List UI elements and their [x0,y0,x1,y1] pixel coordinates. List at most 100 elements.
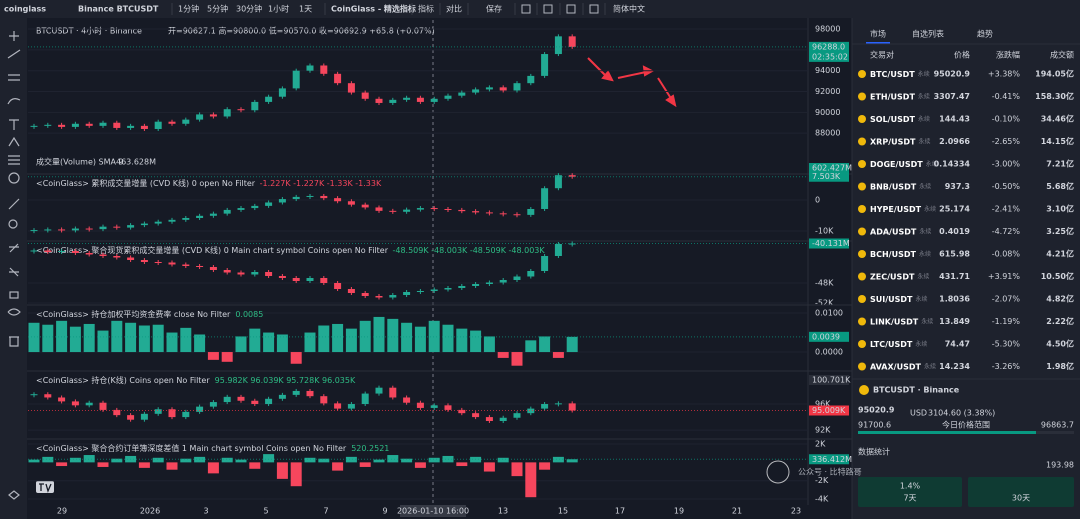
pair-suffix: 永续 [919,182,931,190]
price: 937.3 [945,182,970,191]
candle [513,83,521,91]
toolbar-icon[interactable] [566,4,576,14]
market-tab[interactable]: 自选列表 [912,29,944,39]
pair[interactable]: BNB/USDT 永续 [870,182,931,191]
candle [361,393,369,405]
candle [320,65,328,74]
candle [196,215,204,218]
candle [499,87,507,91]
candle [209,267,217,270]
pair[interactable]: ZEC/USDT 永续 [870,272,929,281]
language-button[interactable]: 简体中文 [613,4,645,14]
symbol-button[interactable]: Binance BTCUSDT [78,5,159,14]
candle [361,293,369,296]
interval-button[interactable]: 1天 [299,5,312,14]
pair-name: DOGE/USDT [870,160,923,169]
pair[interactable]: ETH/USDT 永续 [870,92,930,101]
candle [278,394,286,399]
week-change: 1.4% [900,482,921,491]
bar [263,332,275,353]
candle [223,270,231,273]
pair[interactable]: BTC/USDT 永续 [870,70,930,79]
save-button[interactable]: 保存 [486,4,502,14]
bar [235,459,247,463]
candle [568,243,576,245]
candle [85,123,93,126]
candle [196,114,204,120]
candle [44,250,52,252]
pair-name: SOL/USDT [870,115,915,124]
pair[interactable]: LINK/USDT 永续 [870,317,933,326]
pair[interactable]: ADA/USDT 永续 [870,227,931,236]
bar [276,334,288,353]
y-tick-label: 90000 [815,108,840,117]
interval-button[interactable]: 30分钟 [236,4,262,14]
candle [430,405,438,408]
column-header: 成交额 [1050,50,1074,60]
market-tab[interactable]: 市场 [870,29,886,39]
pair-suffix: 永续 [924,362,936,370]
candle [265,96,273,102]
price: 144.43 [939,115,970,124]
toolbar-icon[interactable] [589,4,599,14]
compare-button[interactable]: 对比 [446,4,462,14]
candle [375,296,383,298]
pair[interactable]: SOL/USDT 永续 [870,115,930,124]
candle [416,402,424,408]
pane-label: <CoinGlass> 持仓(K线) Coins open No Filter 9… [36,375,356,385]
price: 615.98 [939,250,970,259]
current-value-box [809,238,849,249]
change: -0.08% [992,250,1021,259]
pair[interactable]: AVAX/USDT 永续 [870,362,936,371]
toolbar-icon[interactable] [521,4,531,14]
pair-name: ADA/USDT [870,227,917,236]
interval-button[interactable]: 1小时 [268,4,289,14]
candle [44,229,52,231]
candle [237,109,245,111]
candle [71,228,79,231]
pair[interactable]: HYPE/USDT 永续 [870,205,936,214]
toolbar-icon[interactable] [543,4,553,14]
candle [541,54,549,76]
bar [42,456,54,463]
candle [513,214,521,216]
interval-button[interactable]: 5分钟 [207,4,228,14]
y-tick-label: 96K [815,400,831,409]
ticker-price: 95020.9 [858,406,895,415]
pair[interactable]: BCH/USDT 永续 [870,250,931,259]
candle [347,83,355,93]
candle [458,409,466,414]
indicators-button[interactable]: 指标 [418,4,434,14]
candle [30,125,38,127]
candle [444,95,452,99]
pair[interactable]: DOGE/USDT 永续 [870,160,938,169]
pair[interactable]: LTC/USDT 永续 [870,340,927,349]
pair-suffix: 永续 [917,272,929,280]
volume-label: 成交量(Volume) SMA 9 [36,157,124,167]
bar [414,462,426,468]
candle [527,208,535,215]
change: -2.41% [992,205,1021,214]
candle [306,195,314,197]
candle [347,201,355,205]
candle [403,397,411,403]
pair[interactable]: SUI/USDT 永续 [870,295,928,304]
pair-name: LINK/USDT [870,317,919,326]
change: +3.38% [988,70,1021,79]
candle [499,280,507,283]
pair-suffix: 永续 [919,250,931,258]
candle [389,387,397,398]
candle [306,390,314,397]
bar [318,325,330,353]
indicators-menu[interactable]: CoinGlass - 精选指标 [331,4,416,14]
market-tab[interactable]: 趋势 [977,29,993,39]
change: -0.50% [992,182,1021,191]
interval-button[interactable]: 1分钟 [178,4,199,14]
candle [113,409,121,416]
y-tick-label: -10K [815,227,834,236]
bar [304,332,316,353]
candle [444,288,452,290]
pair[interactable]: XRP/USDT 永续 [870,137,930,146]
bar [249,328,261,353]
